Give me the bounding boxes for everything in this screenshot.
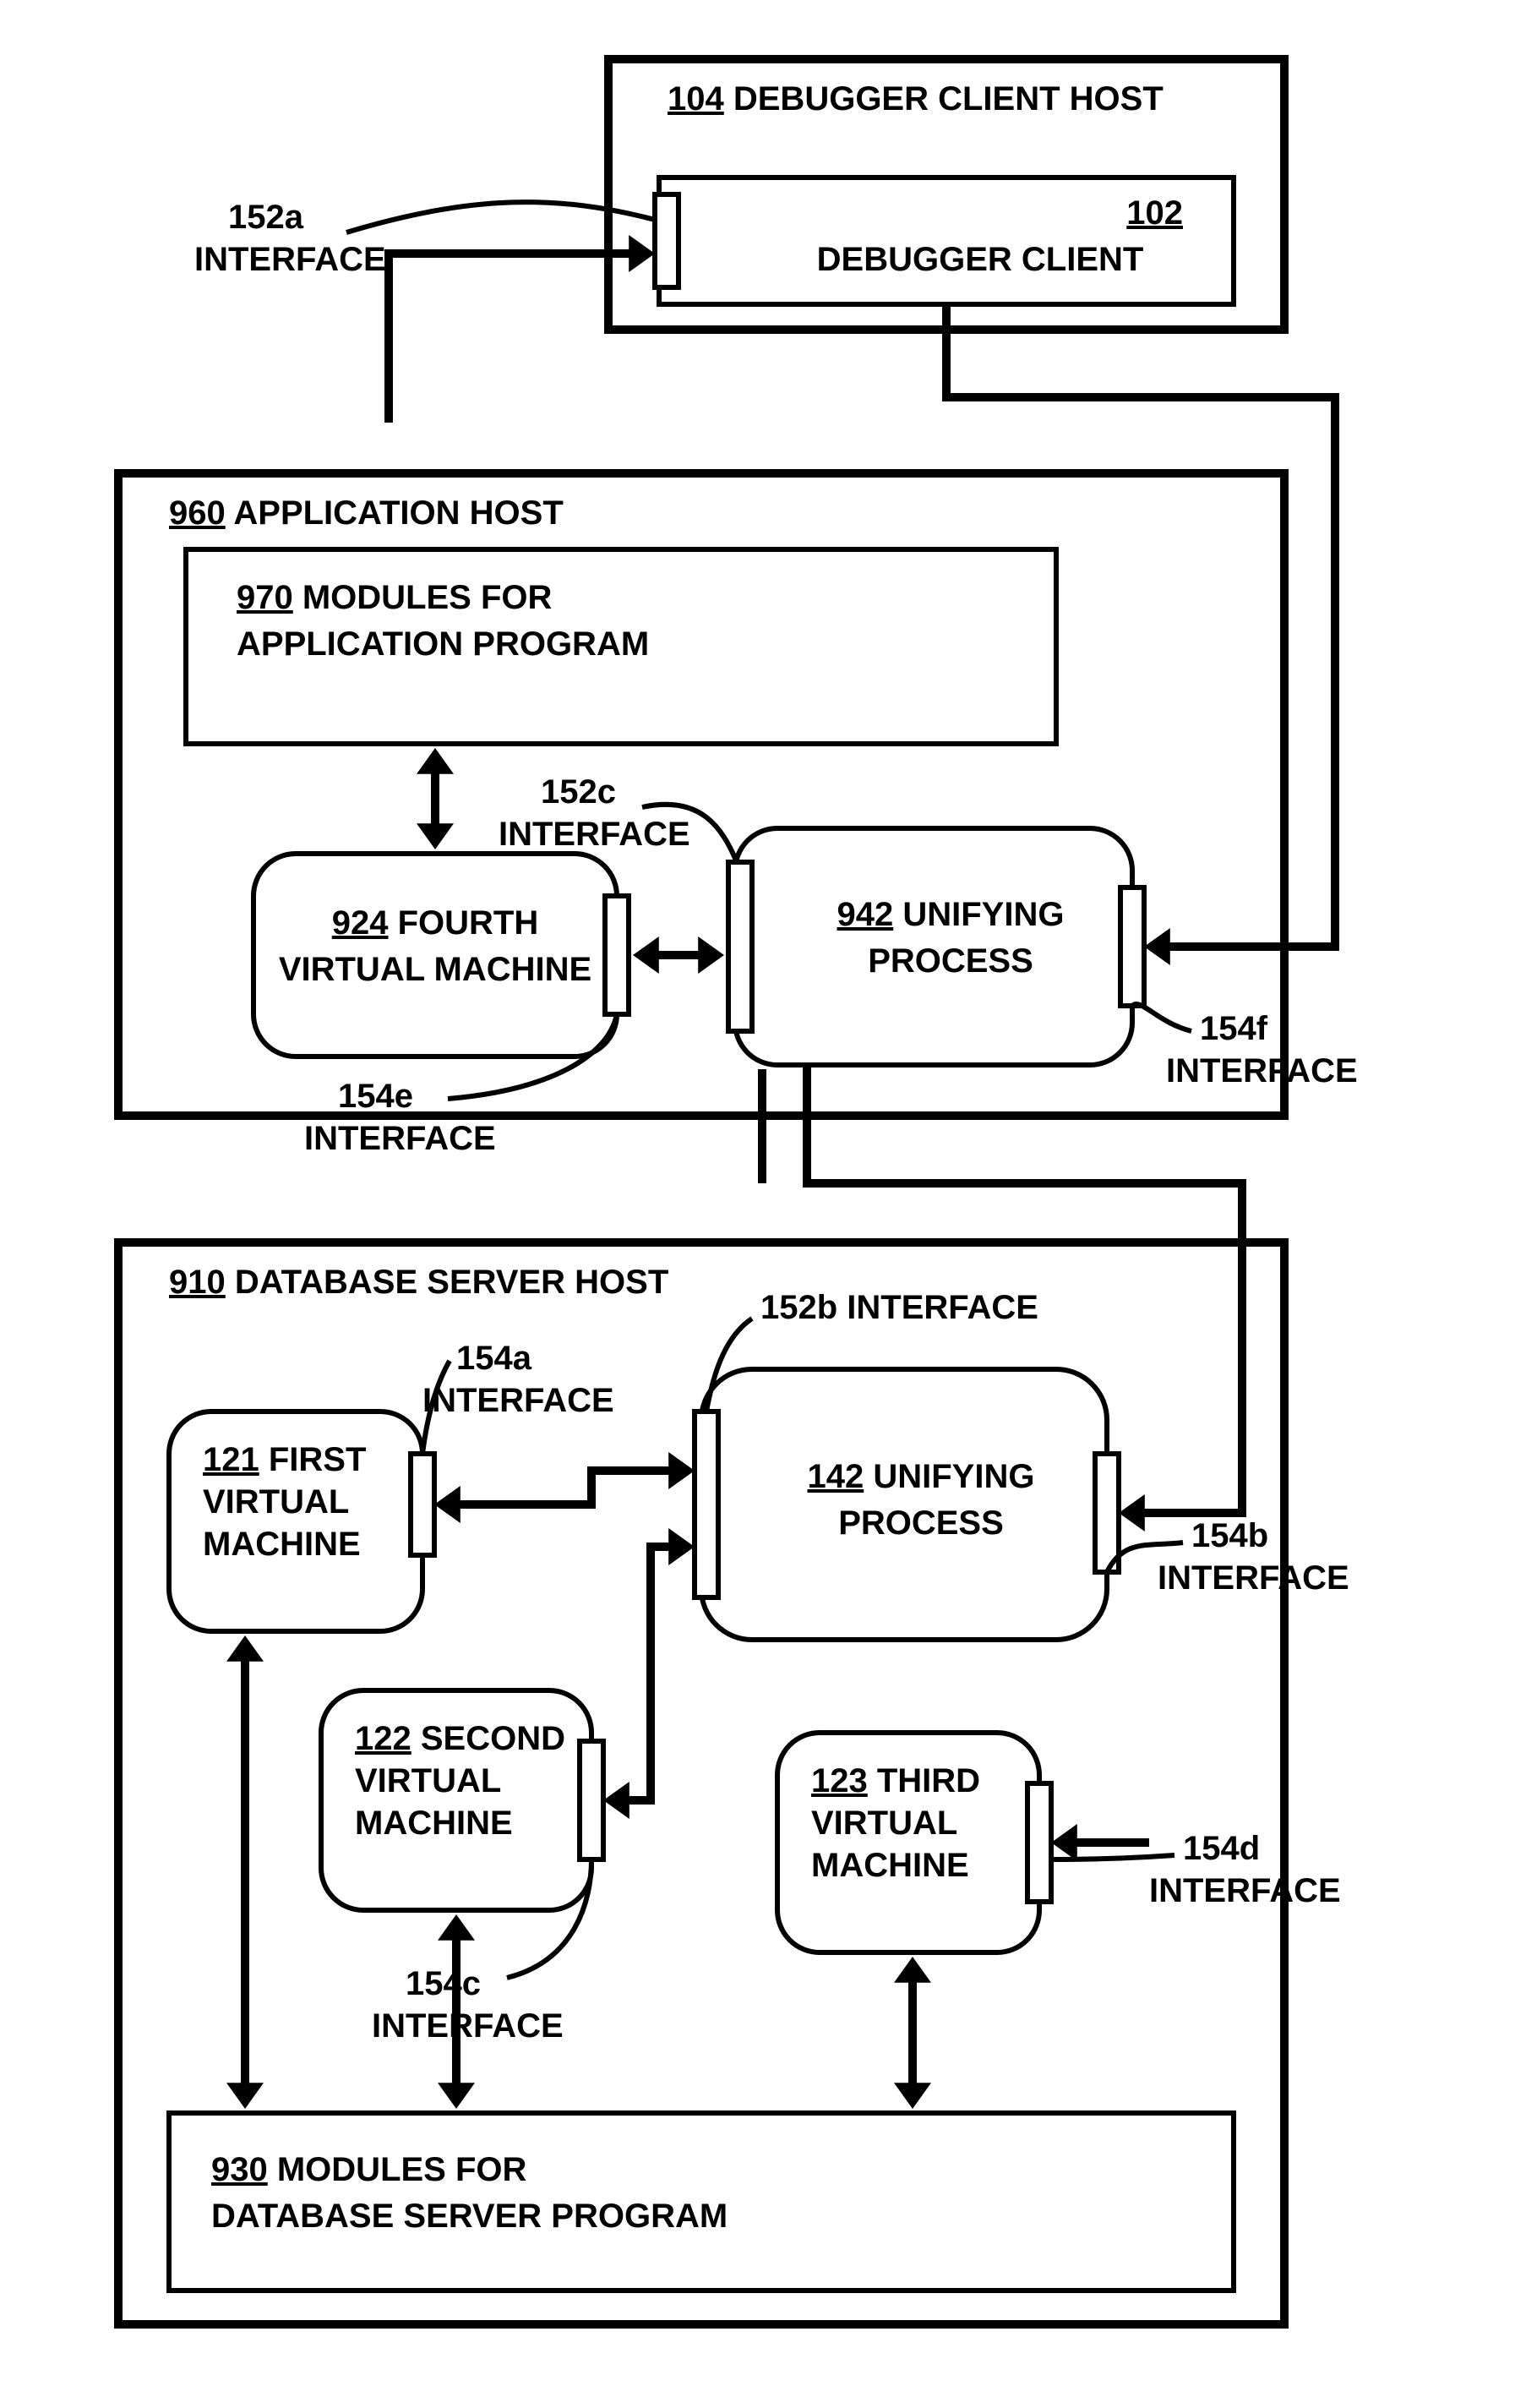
vm123-l2: VIRTUAL [811,1805,957,1842]
arrowhead [1119,1494,1145,1532]
arrowhead [226,2083,264,2109]
callout-154f-label: INTERFACE [1166,1052,1358,1089]
interface-154d-tab [1027,1783,1051,1902]
arrowhead [438,2083,475,2109]
callout-152a-label: INTERFACE [194,241,386,278]
interface-154e-tab [605,896,629,1014]
vm924-l2: VIRTUAL MACHINE [279,951,591,988]
vm122-l3: MACHINE [355,1805,513,1842]
arrowhead [894,2083,931,2109]
connector [389,254,634,423]
callout-154f-num: 154f [1200,1010,1268,1047]
arrowhead [226,1635,264,1662]
up942-l1: 942 UNIFYING [837,896,1065,933]
arrowhead [1051,1824,1077,1861]
vm122-l1: 122 SECOND [355,1720,565,1757]
vm123-l3: MACHINE [811,1847,969,1884]
interface-154f-tab [1120,887,1144,1006]
callout-curve [1051,1855,1174,1859]
host-910-title: 910 DATABASE SERVER HOST [169,1264,668,1301]
callout-curve [1132,1004,1191,1031]
mod930-l2: DATABASE SERVER PROGRAM [211,2198,728,2235]
arrowhead [438,1914,475,1941]
client-102-label: DEBUGGER CLIENT [817,241,1144,278]
arrowhead [668,1528,695,1565]
callout-152a-num: 152a [228,199,304,236]
callout-154c-label: INTERFACE [372,2007,564,2045]
interface-152b-tab [695,1411,718,1597]
arrowhead [603,1782,629,1819]
arrowhead [894,1957,931,1983]
callout-152c-num: 152c [541,773,616,811]
callout-154b-num: 154b [1191,1517,1268,1554]
mod-970-l2: APPLICATION PROGRAM [237,625,649,663]
vm121-l1: 121 FIRST [203,1441,366,1478]
vm121-l3: MACHINE [203,1526,361,1563]
interface-154b-tab [1095,1454,1119,1572]
diagram-root: 104 DEBUGGER CLIENT HOST 102 DEBUGGER CLIE… [0,0,1526,2408]
application-host [118,473,1284,1116]
host-960-title: 960 APPLICATION HOST [169,494,564,532]
callout-154b-label: INTERFACE [1158,1559,1349,1597]
callout-curve [507,1859,591,1978]
interface-154c-tab [580,1741,603,1859]
arrowhead [698,936,724,974]
vm924-l1: 924 FOURTH [332,904,539,942]
callout-curve [706,1319,752,1411]
connector [455,1471,673,1504]
callout-154c-num: 154c [406,1965,481,2002]
host-104-title: 104 DEBUGGER CLIENT HOST [668,80,1164,117]
up142-l1: 142 UNIFYING [808,1458,1035,1495]
interface-152c-tab [728,862,752,1031]
up942-l2: PROCESS [868,942,1033,980]
callout-152b: 152b INTERFACE [760,1289,1038,1326]
mod-970-l1: 970 MODULES FOR [237,579,553,616]
callout-154a-num: 154a [456,1340,532,1377]
interface-154a-tab [411,1454,434,1555]
callout-154e-num: 154e [338,1078,413,1115]
callout-154e-label: INTERFACE [304,1120,496,1157]
vm121-l2: VIRTUAL [203,1483,349,1521]
interface-152a-tab [655,194,679,287]
up142-l2: PROCESS [838,1504,1004,1542]
client-102-num: 102 [1126,194,1183,232]
arrowhead [417,823,454,849]
arrowhead [668,1452,695,1489]
arrowhead [1144,928,1170,965]
connector [624,1547,673,1800]
vm123-l1: 123 THIRD [811,1762,980,1799]
arrowhead [434,1486,461,1523]
connector [946,304,1335,947]
vm122-l2: VIRTUAL [355,1762,501,1799]
callout-152c-label: INTERFACE [499,816,690,853]
callout-154d-label: INTERFACE [1149,1872,1341,1909]
callout-154a-label: INTERFACE [422,1382,614,1419]
callout-154d-num: 154d [1183,1830,1260,1867]
arrowhead [629,235,655,272]
arrowhead [633,936,659,974]
mod930-l1: 930 MODULES FOR [211,2151,527,2188]
arrowhead [417,748,454,774]
